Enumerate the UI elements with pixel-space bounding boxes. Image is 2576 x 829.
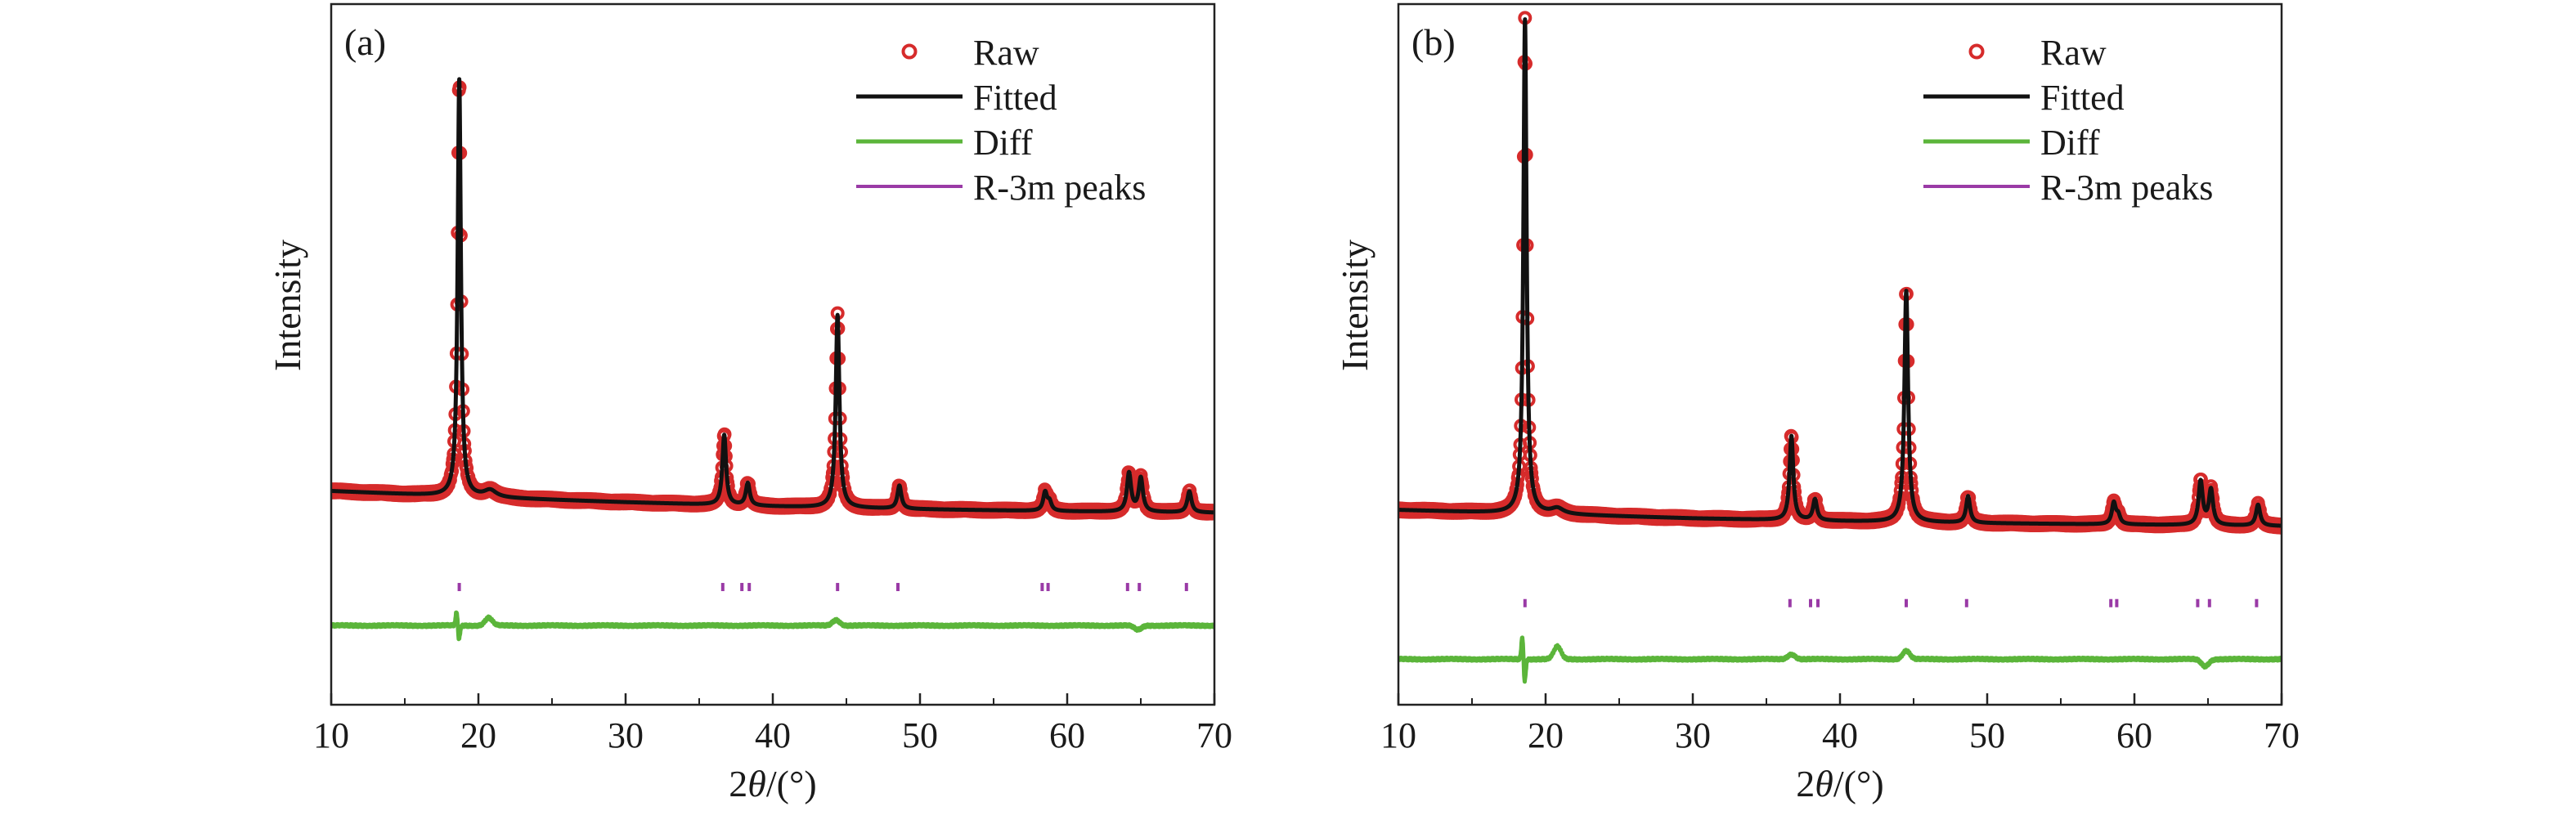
series-r3m-peaks [457,583,1188,592]
series-fitted-line [1398,17,2282,528]
legend-raw-label: Raw [973,33,1039,73]
legend-raw-label: Raw [2040,33,2107,73]
panel-label: (b) [1411,21,1456,63]
legend-raw-marker [1968,43,1985,60]
series-diff-line [331,610,1214,642]
chart-panel-a: 10 20 30 40 50 60 70 2θ/(°) Intensity (a) Raw Fitte… [267,2,1232,804]
x-axis-label: 2θ/(°) [729,763,816,804]
x-axis-label: 2θ/(°) [1796,763,1883,804]
plot-frame [1397,2,2283,706]
legend-peaks-label: R-3m peaks [973,168,1146,208]
legend-raw-marker [901,43,918,60]
x-tick-label: 60 [1049,715,1085,755]
x-tick-label: 40 [755,715,791,755]
legend-fitted-label: Fitted [2040,78,2125,118]
legend-fitted-label: Fitted [973,78,1057,118]
legend-diff-label: Diff [973,123,1033,163]
plot-area [1398,11,2282,684]
y-axis-label: Intensity [1334,240,1376,371]
x-tick-label: 50 [1969,715,2005,755]
y-axis-label: Intensity [267,240,308,371]
legend-peaks-label: R-3m peaks [2040,168,2213,208]
chart-panel-b: 10 20 30 40 50 60 70 2θ/(°) Intensity (b) Raw Fitte… [1334,2,2300,804]
x-tick-label: 30 [1675,715,1711,755]
x-tick-label: 70 [1196,715,1232,755]
legend: Raw Fitted Diff R-3m peaks [856,33,1146,208]
legend-diff-label: Diff [2040,123,2100,163]
x-tick-label: 40 [1822,715,1858,755]
panel-label: (a) [344,21,386,63]
series-diff-line [1398,635,2282,684]
series-fitted-line [331,77,1214,515]
x-tick-label: 30 [608,715,644,755]
plot-area [331,77,1214,642]
x-tick-label: 70 [2264,715,2300,755]
legend: Raw Fitted Diff R-3m peaks [1923,33,2213,208]
x-tick-label: 50 [902,715,938,755]
x-tick-label: 10 [313,715,349,755]
x-tick-label: 60 [2116,715,2152,755]
x-tick-label: 20 [460,715,496,755]
series-r3m-peaks [1523,598,2259,607]
x-tick-label: 10 [1380,715,1416,755]
x-tick-label: 20 [1528,715,1564,755]
